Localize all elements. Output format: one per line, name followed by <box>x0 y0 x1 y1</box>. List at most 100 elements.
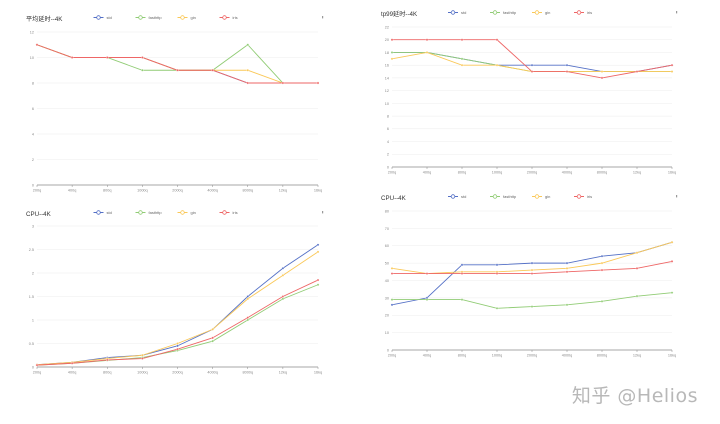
toolbox-icon <box>322 211 324 214</box>
x-tick-label: 400q <box>423 354 431 358</box>
data-point <box>600 268 604 272</box>
y-tick-label: 10 <box>30 56 34 60</box>
legend-label: gin <box>191 210 196 215</box>
data-point <box>635 251 639 254</box>
data-point <box>425 38 429 41</box>
x-tick-label: 16kq <box>668 354 676 358</box>
x-tick-label: 4000q <box>562 354 573 358</box>
x-tick-label: 1000q <box>137 189 148 193</box>
data-point <box>425 298 429 301</box>
data-point <box>460 298 464 301</box>
x-tick-label: 800q <box>103 371 111 375</box>
legend-marker <box>492 10 498 15</box>
x-tick-label: 8000q <box>242 189 253 193</box>
data-point <box>600 254 604 258</box>
y-tick-label: 12 <box>385 89 389 93</box>
y-tick-label: 22 <box>385 25 389 29</box>
chart-panel: CPU--4K std fasthttp gin iris 0 10 20 30 40 50 60 70… <box>381 194 678 358</box>
data-point <box>176 69 179 72</box>
legend-label: std <box>461 10 466 15</box>
x-tick-label: 800q <box>458 354 466 358</box>
legend-label: std <box>461 194 466 199</box>
data-point <box>211 69 214 72</box>
data-point <box>281 274 285 277</box>
data-point <box>390 57 394 61</box>
data-point <box>600 300 604 303</box>
data-point <box>246 69 249 72</box>
x-tick-label: 12kq <box>279 189 287 193</box>
data-point <box>246 43 249 47</box>
data-point <box>141 353 144 357</box>
x-tick-label: 200q <box>388 171 396 175</box>
data-point <box>600 76 604 80</box>
x-tick-label: 200q <box>388 354 396 358</box>
x-tick-label: 8000q <box>597 171 608 175</box>
legend-marker <box>534 10 540 15</box>
data-point <box>600 70 604 73</box>
x-tick-label: 16kq <box>668 171 676 175</box>
data-point <box>530 70 534 73</box>
y-tick-label: 0 <box>387 348 389 352</box>
data-point <box>565 70 569 73</box>
y-tick-label: 0 <box>32 365 34 369</box>
y-tick-label: 0.5 <box>29 342 34 346</box>
series-line <box>36 44 318 84</box>
data-point <box>211 339 214 343</box>
x-tick-label: 200q <box>33 189 41 193</box>
legend-label: iris <box>233 210 238 215</box>
data-point <box>670 241 674 244</box>
data-point <box>460 272 464 275</box>
legend-label: fasthttp <box>503 194 517 199</box>
data-point <box>670 70 674 73</box>
data-point <box>670 260 674 263</box>
toolbox-icon <box>676 11 678 14</box>
series-line <box>36 44 318 84</box>
y-tick-label: 70 <box>385 227 389 231</box>
data-point <box>600 261 604 265</box>
x-tick-label: 16kq <box>314 371 322 375</box>
x-tick-label: 2000q <box>527 171 538 175</box>
legend-marker <box>138 15 143 20</box>
x-tick-label: 4000q <box>562 171 573 175</box>
y-tick-label: 30 <box>385 296 389 300</box>
y-tick-label: 4 <box>32 132 34 136</box>
y-tick-label: 10 <box>385 102 389 106</box>
x-tick-label: 200q <box>33 371 41 375</box>
data-point <box>141 69 144 72</box>
chart-title: tp99延时--4K <box>381 10 418 18</box>
data-point <box>565 270 569 274</box>
toolbox-icon <box>676 195 678 198</box>
data-point <box>390 267 394 270</box>
legend-label: std <box>107 210 112 215</box>
legend-marker <box>450 10 456 15</box>
x-tick-label: 2000q <box>172 371 183 375</box>
data-point <box>565 303 569 307</box>
y-tick-label: 0 <box>387 165 389 169</box>
data-point <box>390 298 394 301</box>
legend-label: fasthttp <box>149 210 163 215</box>
y-tick-label: 40 <box>385 279 389 283</box>
data-point <box>176 342 179 345</box>
data-point <box>635 267 639 270</box>
legend-marker <box>222 15 227 20</box>
x-tick-label: 800q <box>103 189 111 193</box>
series-line <box>36 279 319 366</box>
x-tick-label: 8000q <box>597 354 608 358</box>
data-point <box>530 268 534 272</box>
y-tick-label: 6 <box>387 127 389 131</box>
x-tick-label: 2000q <box>527 354 538 358</box>
data-point <box>565 63 569 67</box>
legend-marker <box>96 15 101 20</box>
y-tick-label: 2 <box>387 153 389 157</box>
x-tick-label: 4000q <box>207 371 218 375</box>
data-point <box>211 336 214 340</box>
legend-label: gin <box>191 15 196 20</box>
y-tick-label: 20 <box>385 38 389 42</box>
legend-marker <box>180 210 185 215</box>
y-tick-label: 2 <box>32 271 34 275</box>
data-point <box>246 318 249 322</box>
chart-title: CPU--4K <box>26 211 52 218</box>
series-line <box>36 284 319 366</box>
chart-title: 平均延时--4K <box>26 15 63 23</box>
data-point <box>530 63 534 67</box>
